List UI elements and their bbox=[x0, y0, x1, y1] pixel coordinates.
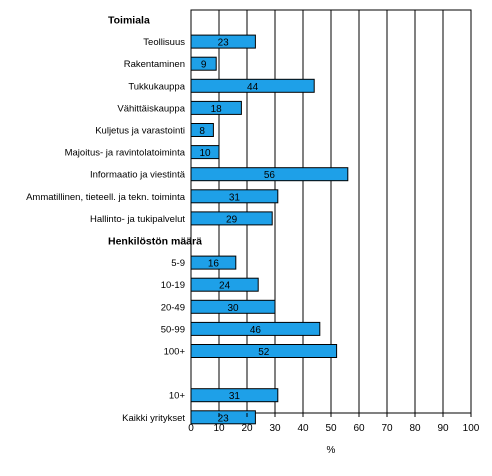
bar bbox=[190, 56, 217, 71]
x-tick-label: 0 bbox=[188, 423, 194, 434]
x-tick-label: 40 bbox=[297, 423, 309, 434]
data-label: 52 bbox=[258, 347, 270, 358]
x-tick-label: 50 bbox=[325, 423, 337, 434]
x-tick-label: 100 bbox=[463, 423, 480, 434]
x-tick-label: 20 bbox=[241, 423, 253, 434]
bar bbox=[190, 145, 220, 160]
data-label: 8 bbox=[199, 126, 205, 137]
category-label: 10+ bbox=[169, 391, 186, 402]
data-label: 31 bbox=[229, 192, 241, 203]
data-label: 56 bbox=[264, 170, 276, 181]
group-header: Toimiala bbox=[108, 15, 150, 27]
bar bbox=[190, 100, 242, 115]
x-axis-title: % bbox=[327, 445, 336, 456]
data-label: 10 bbox=[199, 148, 211, 159]
bar bbox=[190, 78, 315, 93]
data-label: 23 bbox=[218, 38, 230, 49]
bar bbox=[190, 344, 338, 358]
bar bbox=[190, 299, 276, 314]
bar bbox=[190, 321, 321, 336]
data-label: 16 bbox=[208, 259, 220, 270]
x-tick-label: 90 bbox=[437, 423, 449, 434]
data-label: 30 bbox=[227, 303, 239, 314]
bar bbox=[190, 277, 259, 292]
category-label: 20-49 bbox=[161, 302, 185, 313]
x-tick-label: 60 bbox=[353, 423, 365, 434]
data-label: 31 bbox=[229, 391, 241, 402]
category-label: Hallinto- ja tukipalvelut bbox=[90, 214, 185, 225]
data-label: 44 bbox=[247, 82, 259, 93]
category-label: Majoitus- ja ravintolatoiminta bbox=[65, 148, 186, 159]
bar bbox=[190, 211, 273, 226]
bar bbox=[190, 388, 279, 403]
data-label: 23 bbox=[218, 413, 230, 424]
bar bbox=[190, 34, 256, 49]
category-label: Ammatillinen, tieteell. ja tekn. toimint… bbox=[26, 192, 186, 203]
category-label: 100+ bbox=[164, 347, 186, 358]
data-label: 9 bbox=[201, 60, 207, 71]
x-tick-label: 70 bbox=[381, 423, 393, 434]
data-label: 24 bbox=[219, 281, 231, 292]
category-label: Rakentaminen bbox=[124, 59, 185, 70]
bar bbox=[190, 167, 349, 182]
category-label: Vähittäiskauppa bbox=[117, 103, 185, 114]
category-label: Kaikki yritykset bbox=[122, 413, 185, 424]
bar bbox=[190, 123, 214, 137]
category-label: Kuljetus ja varastointi bbox=[95, 126, 185, 137]
group-header: Henkilöstön määrä bbox=[108, 236, 202, 248]
x-tick-label: 30 bbox=[269, 423, 281, 434]
data-label: 46 bbox=[250, 325, 262, 336]
category-label: 50-99 bbox=[161, 324, 185, 335]
bar bbox=[190, 255, 237, 270]
data-label: 18 bbox=[211, 104, 223, 115]
category-label: Informaatio ja viestintä bbox=[90, 170, 186, 181]
x-tick-label: 10 bbox=[213, 423, 225, 434]
category-label: 10-19 bbox=[161, 280, 185, 291]
x-tick-label: 80 bbox=[409, 423, 421, 434]
bar bbox=[190, 410, 256, 425]
category-label: 5-9 bbox=[171, 258, 185, 269]
category-label: Tukkukauppa bbox=[128, 81, 185, 92]
bar bbox=[190, 189, 279, 204]
data-label: 29 bbox=[226, 214, 238, 225]
category-label: Teollisuus bbox=[143, 37, 185, 48]
